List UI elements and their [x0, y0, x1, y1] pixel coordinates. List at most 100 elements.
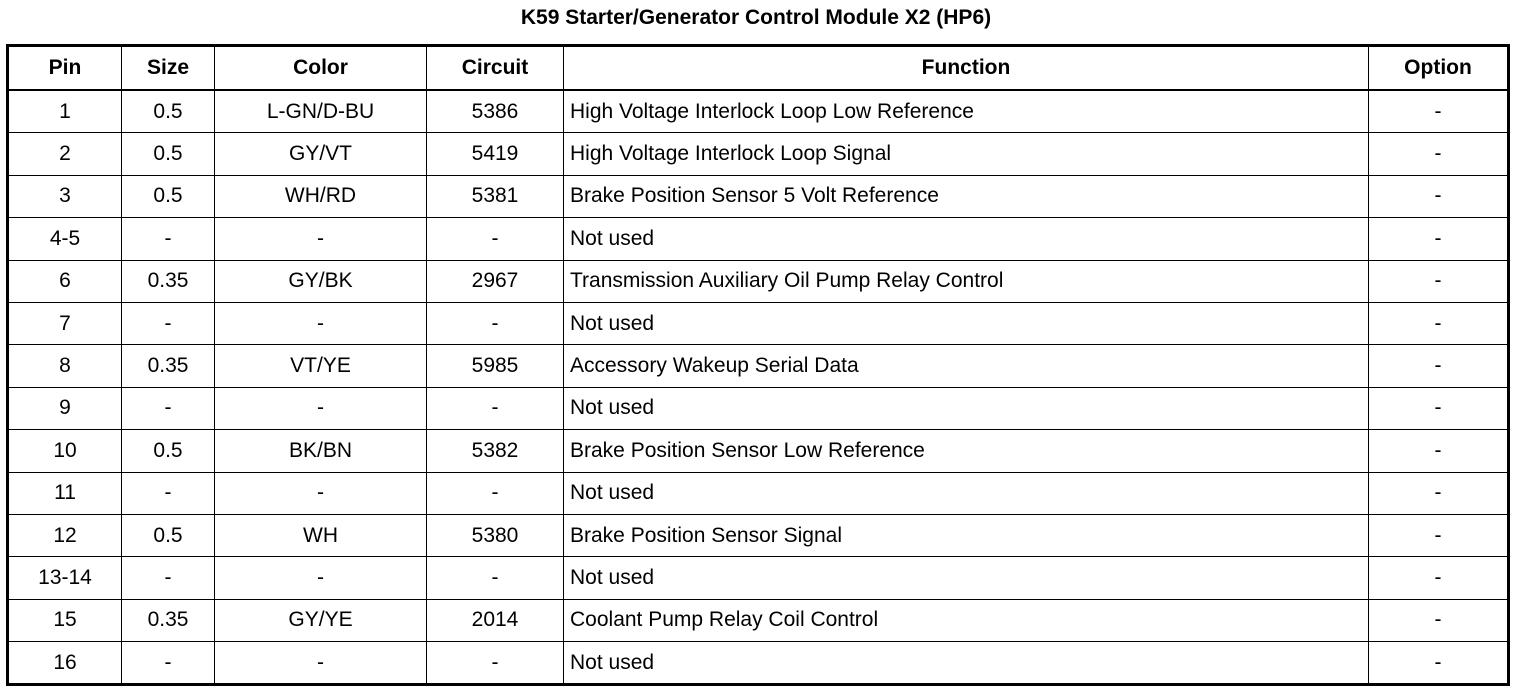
table-row: 16- - - Not used -	[7, 641, 1509, 686]
table-row: 12 0.5 WH 5380 Brake Position Sensor Signal -	[7, 513, 1509, 558]
table-title: K59 Starter/Generator Control Module X2 …	[520, 6, 992, 29]
cell-function: Transmission Auxiliary Oil Pump Relay Co…	[563, 259, 1369, 303]
cell-pin: 2	[7, 132, 122, 176]
cell-function: High Voltage Interlock Loop Signal	[563, 132, 1369, 176]
cell-color: -	[214, 301, 427, 346]
table-row: 2 0.5 GY/VT 5419 High Voltage Interlock Loop…	[7, 132, 1509, 176]
cell-pin: 4-5	[7, 217, 122, 261]
cell-pin: 6	[7, 259, 122, 303]
cell-pin: 1	[7, 89, 122, 134]
cell-size: 0.35	[121, 259, 215, 303]
cell-color: WH	[214, 513, 427, 558]
header-function: Function	[563, 45, 1369, 91]
cell-function: Not used	[563, 217, 1369, 261]
cell-circuit: 5386	[426, 89, 564, 134]
cell-option: -	[1368, 259, 1509, 303]
cell-color: WH/RD	[214, 174, 427, 219]
cell-function: Coolant Pump Relay Coil Control	[563, 598, 1369, 643]
cell-size: 0.5	[121, 174, 215, 219]
cell-circuit: 2967	[426, 259, 564, 303]
cell-color: -	[214, 641, 427, 686]
table-row: 9- - - Not used -	[7, 386, 1509, 431]
cell-function: Not used	[563, 641, 1369, 686]
header-color: Color	[214, 45, 427, 91]
header-circuit: Circuit	[426, 45, 564, 91]
table-row: 11- - - Not used -	[7, 471, 1509, 515]
cell-size: 0.5	[121, 429, 215, 473]
cell-option: -	[1368, 513, 1509, 558]
cell-size: 0.35	[121, 598, 215, 643]
cell-color: GY/YE	[214, 598, 427, 643]
header-row: Pin Size Color Circuit Function Option	[7, 45, 1509, 91]
cell-option: -	[1368, 386, 1509, 431]
cell-pin: 9	[7, 386, 122, 431]
cell-color: GY/VT	[214, 132, 427, 176]
cell-circuit: -	[426, 641, 564, 686]
header-size: Size	[121, 45, 215, 91]
cell-pin: 3	[7, 174, 122, 219]
table-row: 6 0.35 GY/BK 2967 Transmission Auxiliary Oil…	[7, 259, 1509, 303]
cell-function: Not used	[563, 471, 1369, 515]
cell-option: -	[1368, 132, 1509, 176]
cell-color: -	[214, 217, 427, 261]
cell-option: -	[1368, 598, 1509, 643]
cell-option: -	[1368, 429, 1509, 473]
cell-pin: 7	[7, 301, 122, 346]
cell-color: -	[214, 556, 427, 600]
cell-pin: 15	[7, 598, 122, 643]
cell-size: -	[121, 301, 215, 346]
table-row: 3 0.5 WH/RD 5381 Brake Position Sensor 5 Vol…	[7, 174, 1509, 219]
cell-color: -	[214, 386, 427, 431]
cell-circuit: 5381	[426, 174, 564, 219]
cell-option: -	[1368, 174, 1509, 219]
cell-circuit: -	[426, 556, 564, 600]
cell-color: VT/YE	[214, 344, 427, 388]
cell-circuit: 2014	[426, 598, 564, 643]
cell-size: -	[121, 471, 215, 515]
cell-function: Not used	[563, 556, 1369, 600]
cell-pin: 13-14	[7, 556, 122, 600]
cell-color: GY/BK	[214, 259, 427, 303]
table-row: 10 0.5 BK/BN 5382 Brake Position Sensor Low …	[7, 429, 1509, 473]
cell-circuit: 5419	[426, 132, 564, 176]
table-row: 1 0.5 L-GN/D-BU 5386 High Voltage Interlock …	[7, 89, 1509, 134]
cell-function: Brake Position Sensor 5 Volt Reference	[563, 174, 1369, 219]
cell-color: -	[214, 471, 427, 515]
pinout-table: Pin Size Color Circuit Function Option 1…	[6, 44, 1510, 687]
cell-size: 0.35	[121, 344, 215, 388]
header-option: Option	[1368, 45, 1509, 91]
table-row: 4-5- - - Not used -	[7, 217, 1509, 261]
cell-circuit: 5985	[426, 344, 564, 388]
cell-size: -	[121, 641, 215, 686]
cell-option: -	[1368, 556, 1509, 600]
cell-pin: 10	[7, 429, 122, 473]
cell-circuit: -	[426, 471, 564, 515]
cell-size: 0.5	[121, 513, 215, 558]
cell-option: -	[1368, 471, 1509, 515]
table-row: 7- - - Not used -	[7, 301, 1509, 346]
cell-size: -	[121, 386, 215, 431]
cell-function: Brake Position Sensor Low Reference	[563, 429, 1369, 473]
cell-color: BK/BN	[214, 429, 427, 473]
cell-option: -	[1368, 89, 1509, 134]
cell-size: -	[121, 556, 215, 600]
cell-option: -	[1368, 217, 1509, 261]
cell-size: -	[121, 217, 215, 261]
cell-circuit: -	[426, 301, 564, 346]
cell-size: 0.5	[121, 89, 215, 134]
cell-option: -	[1368, 344, 1509, 388]
cell-function: Not used	[563, 386, 1369, 431]
cell-circuit: 5382	[426, 429, 564, 473]
cell-color: L-GN/D-BU	[214, 89, 427, 134]
cell-pin: 16	[7, 641, 122, 686]
cell-option: -	[1368, 641, 1509, 686]
cell-function: High Voltage Interlock Loop Low Referenc…	[563, 89, 1369, 134]
cell-size: 0.5	[121, 132, 215, 176]
table-row: 8 0.35 VT/YE 5985 Accessory Wakeup Serial Da…	[7, 344, 1509, 388]
cell-pin: 11	[7, 471, 122, 515]
header-pin: Pin	[7, 45, 122, 91]
cell-option: -	[1368, 301, 1509, 346]
cell-function: Accessory Wakeup Serial Data	[563, 344, 1369, 388]
table-row: 15 0.35 GY/YE 2014 Coolant Pump Relay Coil C…	[7, 598, 1509, 643]
cell-circuit: -	[426, 217, 564, 261]
